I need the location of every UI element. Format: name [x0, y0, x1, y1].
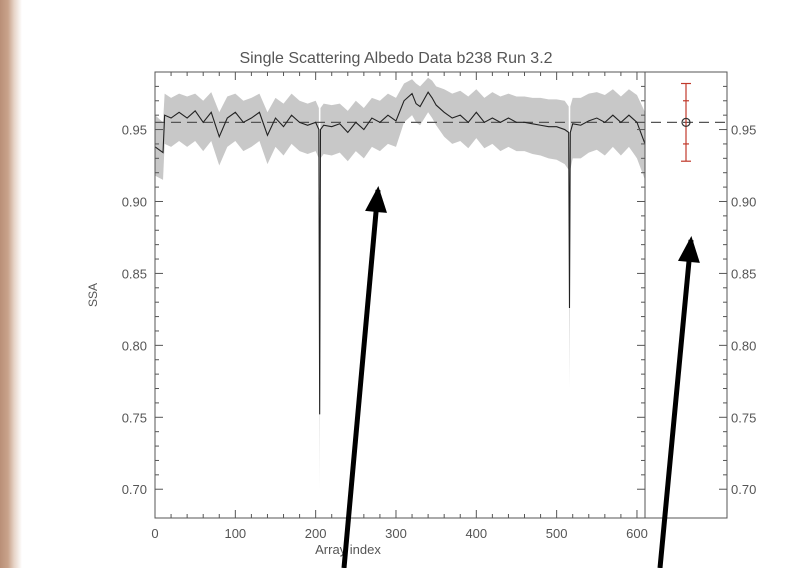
- uncertainty-band: [155, 77, 645, 490]
- arrow-band-head: [365, 186, 387, 213]
- side-y-tick-label: 0.85: [731, 266, 756, 281]
- series-line: [154, 91, 646, 415]
- annotation-arrows: [341, 186, 700, 568]
- x-tick-label: 100: [224, 526, 246, 541]
- side-y-tick-label: 0.70: [731, 482, 756, 497]
- x-tick-label: 300: [385, 526, 407, 541]
- side-y-tick-label: 0.75: [731, 410, 756, 425]
- y-tick-label: 0.85: [122, 266, 147, 281]
- side-panel-area: 0.95 0.90 0.85 0.80 0.75 0.70: [645, 71, 756, 519]
- main-plot-frame: [154, 71, 646, 519]
- y-tick-label: 0.95: [122, 123, 147, 138]
- side-y-tick-label: 0.80: [731, 338, 756, 353]
- arrow-band-shaft: [341, 189, 381, 568]
- x-tick-label: 200: [305, 526, 327, 541]
- y-tick-label: 0.80: [122, 338, 147, 353]
- y-axis-label: SSA: [86, 283, 100, 307]
- main-plot-area: 0 100 200 300 400 500 600 0.70 0.75 0.80 0.85 0.90 0…: [122, 71, 727, 541]
- x-tick-label: 500: [546, 526, 568, 541]
- x-tick-label: 400: [465, 526, 487, 541]
- chart-title: Single Scattering Albedo Data b238 Run 3…: [239, 50, 552, 67]
- side-y-tick-label: 0.95: [731, 123, 756, 138]
- y-tick-label: 0.75: [122, 410, 147, 425]
- mean-marker: [681, 117, 691, 127]
- x-tick-label: 600: [626, 526, 648, 541]
- x-tick-label: 0: [151, 526, 158, 541]
- y-tick-label: 0.70: [122, 482, 147, 497]
- side-y-tick-label: 0.90: [731, 194, 756, 209]
- side-panel-frame: [645, 71, 728, 519]
- arrow-side-head: [677, 236, 700, 263]
- y-tick-label: 0.90: [122, 194, 147, 209]
- x-axis-label: Array index: [315, 542, 381, 557]
- arrow-side-shaft: [657, 239, 694, 568]
